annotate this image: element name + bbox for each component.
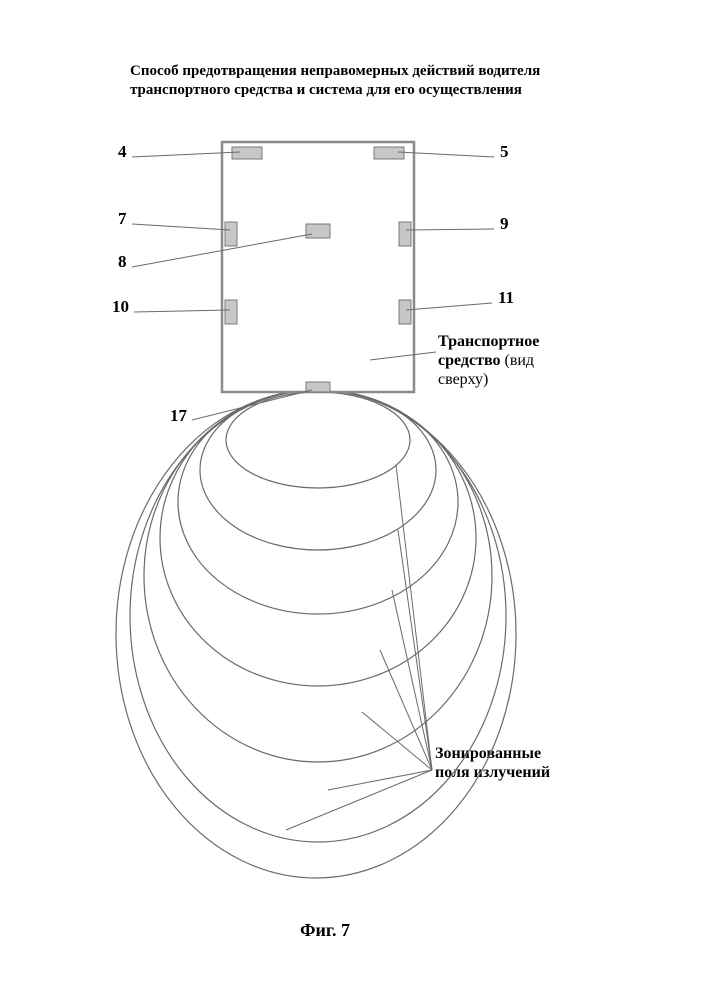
zone-leader-line-3 <box>392 590 432 770</box>
radiation-zone-2 <box>200 390 436 550</box>
sensor-7 <box>225 222 237 246</box>
sensor-4 <box>232 147 262 159</box>
zone-leader-line-4 <box>380 650 432 770</box>
sensor-10 <box>225 300 237 324</box>
radiation-zone-1 <box>226 392 410 488</box>
zone-leader-line-6 <box>328 770 432 790</box>
page: Способ предотвращения неправомерных дейс… <box>0 0 707 1000</box>
vehicle-fill-mask <box>222 142 414 392</box>
callout-line-7 <box>132 224 230 230</box>
callout-line-17 <box>192 390 312 420</box>
callout-line-10 <box>134 310 230 312</box>
zone-leader-line-2 <box>398 530 432 770</box>
sensor-9 <box>399 222 411 246</box>
callout-line-9 <box>406 229 494 230</box>
radiation-zone-6 <box>130 390 506 842</box>
radiation-zone-4 <box>160 390 476 686</box>
sensor-5 <box>374 147 404 159</box>
diagram-svg <box>0 0 707 1000</box>
sensor-8 <box>306 224 330 238</box>
zone-leader-line-1 <box>396 465 432 770</box>
callout-line-11 <box>406 303 492 310</box>
sensor-11 <box>399 300 411 324</box>
zone-leader-line-7 <box>286 770 432 830</box>
